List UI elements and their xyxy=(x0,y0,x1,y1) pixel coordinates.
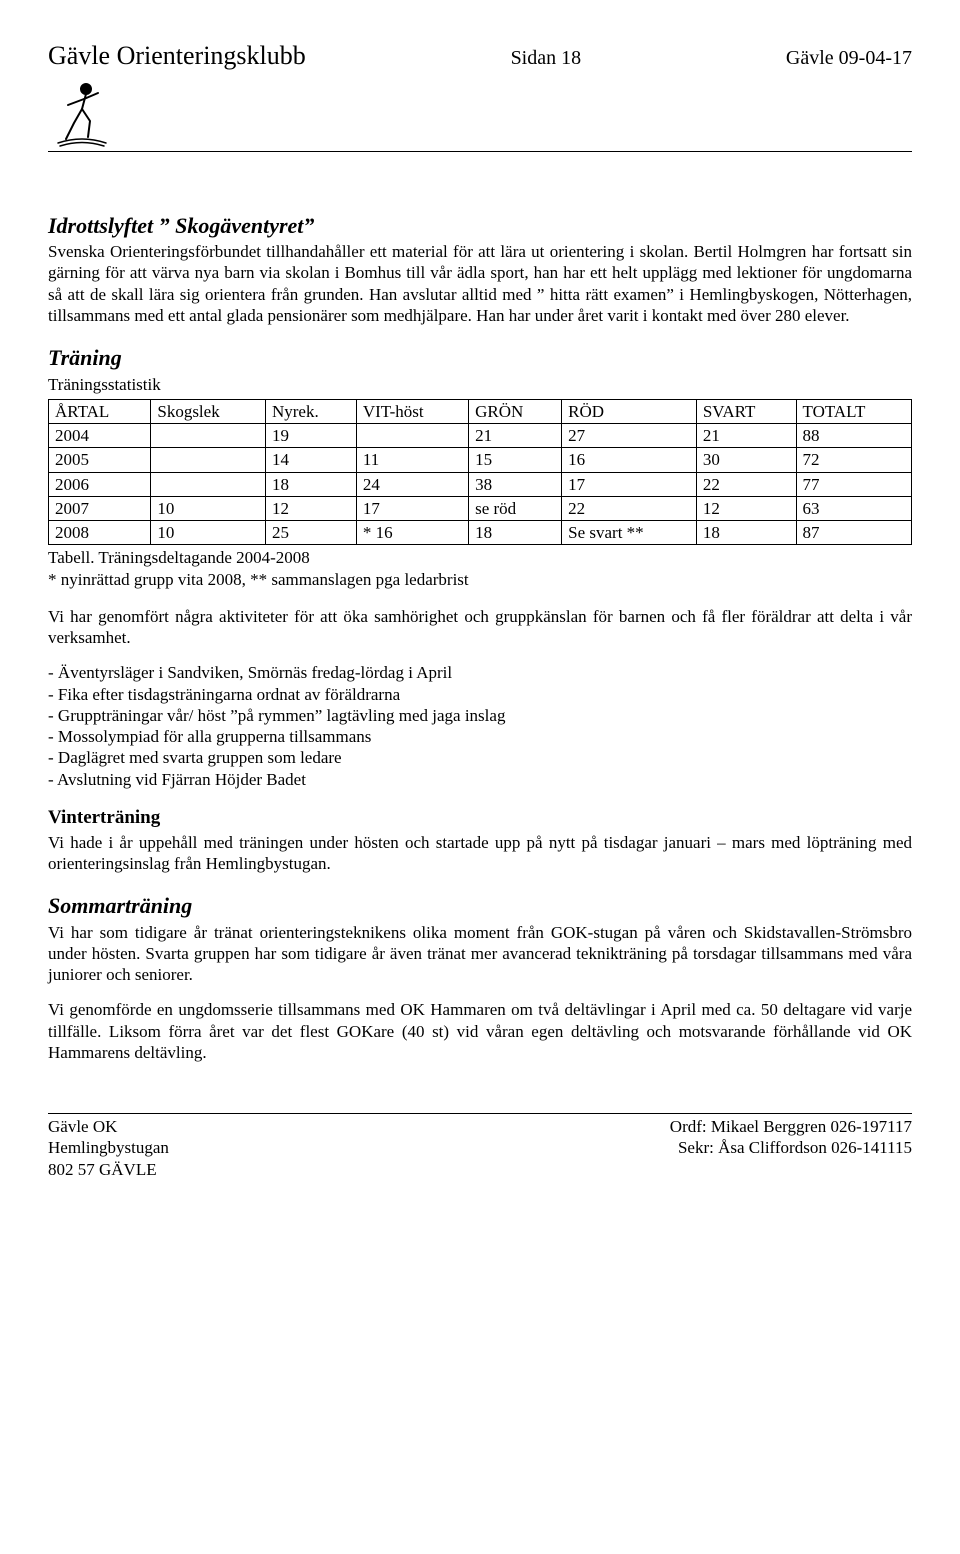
table-cell: 25 xyxy=(265,521,356,545)
table-cell: * 16 xyxy=(356,521,468,545)
table-cell: 63 xyxy=(796,496,911,520)
training-table: ÅRTAL Skogslek Nyrek. VIT-höst GRÖN RÖD … xyxy=(48,399,912,546)
section-title-traning: Träning xyxy=(48,344,912,372)
col-gron: GRÖN xyxy=(469,399,562,423)
header-divider xyxy=(48,151,912,152)
table-row: 20081025* 1618Se svart **1887 xyxy=(49,521,912,545)
table-cell: 77 xyxy=(796,472,911,496)
list-item: - Gruppträningar vår/ höst ”på rymmen” l… xyxy=(48,705,912,726)
section-title-sommar: Sommarträning xyxy=(48,892,912,920)
page-date: Gävle 09-04-17 xyxy=(786,46,912,71)
page-number: Sidan 18 xyxy=(511,46,582,71)
table-cell: 2005 xyxy=(49,448,151,472)
table-cell: 16 xyxy=(562,448,697,472)
summer-p2: Vi genomförde en ungdomsserie tillsamman… xyxy=(48,999,912,1063)
table-cell: 18 xyxy=(265,472,356,496)
table-cell: 2008 xyxy=(49,521,151,545)
table-cell: 17 xyxy=(562,472,697,496)
table-row: 2007101217se röd221263 xyxy=(49,496,912,520)
footer-right: Ordf: Mikael Berggren 026-197117 Sekr: Å… xyxy=(670,1116,912,1180)
runner-icon xyxy=(54,79,912,149)
table-cell: 19 xyxy=(265,424,356,448)
list-item: - Daglägret med svarta gruppen som ledar… xyxy=(48,747,912,768)
footer-divider xyxy=(48,1113,912,1114)
table-cell: 21 xyxy=(696,424,796,448)
footer-addr2: 802 57 GÄVLE xyxy=(48,1159,169,1180)
training-bullets: - Äventyrsläger i Sandviken, Smörnäs fre… xyxy=(48,662,912,790)
table-cell: 18 xyxy=(469,521,562,545)
col-vithost: VIT-höst xyxy=(356,399,468,423)
footer-left: Gävle OK Hemlingbystugan 802 57 GÄVLE xyxy=(48,1116,169,1180)
table-cell: 21 xyxy=(469,424,562,448)
section-title-vinter: Vinterträning xyxy=(48,806,912,830)
footer-chair: Ordf: Mikael Berggren 026-197117 xyxy=(670,1116,912,1137)
table-cell: 10 xyxy=(151,496,266,520)
table-row: 2005 141115163072 xyxy=(49,448,912,472)
table-cell: 2006 xyxy=(49,472,151,496)
table-cell: 2004 xyxy=(49,424,151,448)
table-cell: 72 xyxy=(796,448,911,472)
table-cell: 22 xyxy=(562,496,697,520)
table-cell xyxy=(356,424,468,448)
table-cell: 22 xyxy=(696,472,796,496)
table-cell: 38 xyxy=(469,472,562,496)
table-cell: 12 xyxy=(696,496,796,520)
table-header-row: ÅRTAL Skogslek Nyrek. VIT-höst GRÖN RÖD … xyxy=(49,399,912,423)
table-cell: Se svart ** xyxy=(562,521,697,545)
col-artal: ÅRTAL xyxy=(49,399,151,423)
section-title-idrottslyftet: Idrottslyftet ” Skogäventyret” xyxy=(48,212,912,240)
winter-body: Vi hade i år uppehåll med träningen unde… xyxy=(48,832,912,875)
footer-org: Gävle OK xyxy=(48,1116,169,1137)
table-cell: 27 xyxy=(562,424,697,448)
table-cell: 87 xyxy=(796,521,911,545)
table-cell: 11 xyxy=(356,448,468,472)
table-row: 2006 182438172277 xyxy=(49,472,912,496)
section1-body: Svenska Orienteringsförbundet tillhandah… xyxy=(48,241,912,326)
list-item: - Mossolympiad för alla grupperna tillsa… xyxy=(48,726,912,747)
table-cell: 14 xyxy=(265,448,356,472)
col-totalt: TOTALT xyxy=(796,399,911,423)
table-cell xyxy=(151,424,266,448)
table-cell: 12 xyxy=(265,496,356,520)
table-cell: 88 xyxy=(796,424,911,448)
page-footer: Gävle OK Hemlingbystugan 802 57 GÄVLE Or… xyxy=(48,1116,912,1180)
col-skogslek: Skogslek xyxy=(151,399,266,423)
footer-addr1: Hemlingbystugan xyxy=(48,1137,169,1158)
table-cell xyxy=(151,448,266,472)
list-item: - Avslutning vid Fjärran Höjder Badet xyxy=(48,769,912,790)
table-cell: 18 xyxy=(696,521,796,545)
footer-secretary: Sekr: Åsa Cliffordson 026-141115 xyxy=(670,1137,912,1158)
training-stat-label: Träningsstatistik xyxy=(48,374,912,395)
org-name: Gävle Orienteringsklubb xyxy=(48,40,306,73)
list-item: - Äventyrsläger i Sandviken, Smörnäs fre… xyxy=(48,662,912,683)
table-cell: 2007 xyxy=(49,496,151,520)
list-item: - Fika efter tisdagsträningarna ordnat a… xyxy=(48,684,912,705)
table-caption: Tabell. Träningsdeltagande 2004-2008 xyxy=(48,547,912,568)
summer-p1: Vi har som tidigare år tränat orienterin… xyxy=(48,922,912,986)
page-header: Gävle Orienteringsklubb Sidan 18 Gävle 0… xyxy=(48,40,912,73)
table-cell: 15 xyxy=(469,448,562,472)
table-cell: 10 xyxy=(151,521,266,545)
col-svart: SVART xyxy=(696,399,796,423)
table-cell: 24 xyxy=(356,472,468,496)
table-note: * nyinrättad grupp vita 2008, ** sammans… xyxy=(48,569,912,590)
table-row: 20041921272188 xyxy=(49,424,912,448)
table-cell: se röd xyxy=(469,496,562,520)
table-cell xyxy=(151,472,266,496)
col-rod: RÖD xyxy=(562,399,697,423)
table-cell: 17 xyxy=(356,496,468,520)
col-nyrek: Nyrek. xyxy=(265,399,356,423)
training-intro: Vi har genomfört några aktiviteter för a… xyxy=(48,606,912,649)
table-cell: 30 xyxy=(696,448,796,472)
